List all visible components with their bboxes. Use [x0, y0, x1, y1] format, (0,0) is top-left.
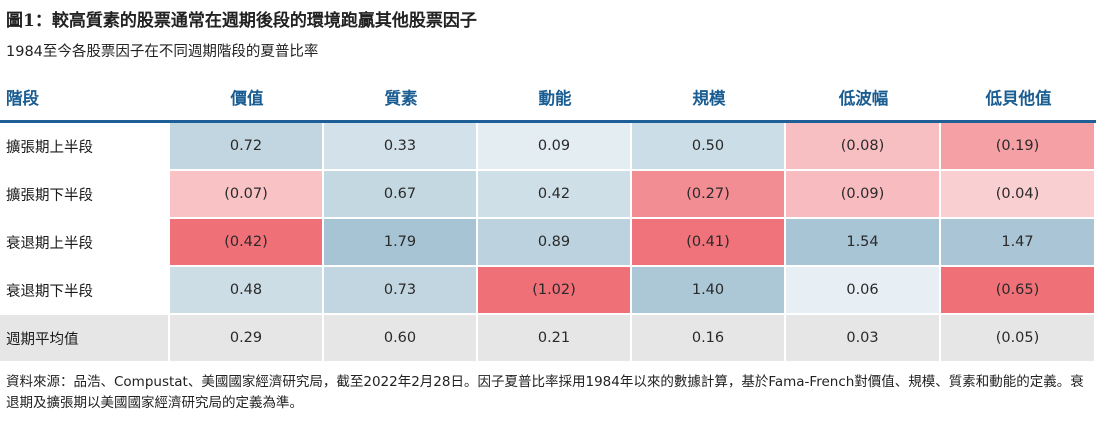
table-row: 擴張期下半段 (0.07) 0.67 0.42 (0.27) (0.09) (0… [0, 171, 1096, 219]
header-row: 階段 價值 質素 動能 規模 低波幅 低貝他值 [0, 74, 1096, 123]
data-cell: (0.65) [941, 267, 1096, 315]
data-cell: 1.54 [786, 219, 941, 267]
data-cell: 0.33 [324, 123, 478, 171]
data-cell: 1.40 [632, 267, 786, 315]
data-cell: 1.79 [324, 219, 478, 267]
data-cell: (0.19) [941, 123, 1096, 171]
row-label: 擴張期下半段 [0, 171, 170, 219]
data-cell: (0.04) [941, 171, 1096, 219]
data-cell: (0.27) [632, 171, 786, 219]
data-cell: 0.16 [632, 315, 786, 363]
data-cell: (1.02) [478, 267, 632, 315]
data-cell: 0.21 [478, 315, 632, 363]
sharpe-ratio-table: 階段 價值 質素 動能 規模 低波幅 低貝他值 擴張期上半段 0.72 0.33… [0, 74, 1096, 363]
row-label: 擴張期上半段 [0, 123, 170, 171]
table-row: 衰退期下半段 0.48 0.73 (1.02) 1.40 0.06 (0.65) [0, 267, 1096, 315]
chart-subtitle: 1984至今各股票因子在不同週期階段的夏普比率 [6, 44, 319, 60]
data-cell: (0.42) [170, 219, 324, 267]
data-cell: 0.72 [170, 123, 324, 171]
data-cell: 1.47 [941, 219, 1096, 267]
data-cell: 0.48 [170, 267, 324, 315]
column-header-low-volatility: 低波幅 [786, 74, 941, 123]
table-row: 擴張期上半段 0.72 0.33 0.09 0.50 (0.08) (0.19) [0, 123, 1096, 171]
data-cell: 0.73 [324, 267, 478, 315]
data-cell: 0.06 [786, 267, 941, 315]
data-cell: 0.03 [786, 315, 941, 363]
data-cell: (0.05) [941, 315, 1096, 363]
data-cell: 0.50 [632, 123, 786, 171]
data-cell: (0.41) [632, 219, 786, 267]
column-header-momentum: 動能 [478, 74, 632, 123]
table-row: 衰退期上半段 (0.42) 1.79 0.89 (0.41) 1.54 1.47 [0, 219, 1096, 267]
data-cell: 0.60 [324, 315, 478, 363]
data-cell: (0.09) [786, 171, 941, 219]
data-cell: (0.07) [170, 171, 324, 219]
row-label: 衰退期上半段 [0, 219, 170, 267]
summary-row: 週期平均值 0.29 0.60 0.21 0.16 0.03 (0.05) [0, 315, 1096, 363]
data-cell: 0.67 [324, 171, 478, 219]
data-cell: 0.09 [478, 123, 632, 171]
data-cell: 0.29 [170, 315, 324, 363]
column-header-quality: 質素 [324, 74, 478, 123]
column-header-size: 規模 [632, 74, 786, 123]
column-header-phase: 階段 [0, 74, 170, 123]
row-label: 衰退期下半段 [0, 267, 170, 315]
chart-title: 圖1：較高質素的股票通常在週期後段的環境跑贏其他股票因子 [6, 11, 477, 31]
data-cell: (0.08) [786, 123, 941, 171]
column-header-value: 價值 [170, 74, 324, 123]
data-cell: 0.42 [478, 171, 632, 219]
source-note: 資料來源：品浩、Compustat、美國國家經濟研究局，截至2022年2月28日… [6, 374, 1084, 411]
data-cell: 0.89 [478, 219, 632, 267]
row-label: 週期平均值 [0, 315, 170, 363]
column-header-low-beta: 低貝他值 [941, 74, 1096, 123]
